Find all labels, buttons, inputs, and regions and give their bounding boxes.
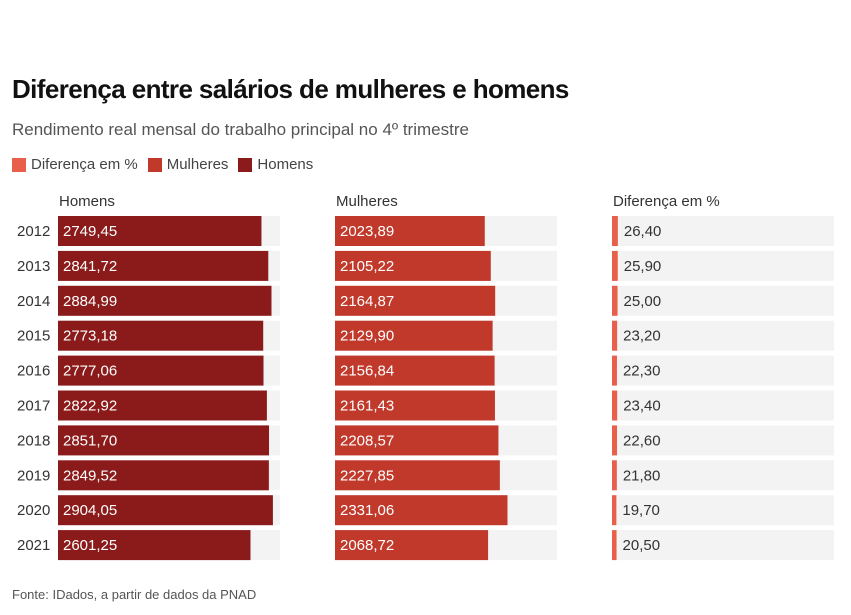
bar-track-diferenca-em-2017 <box>612 390 834 421</box>
bar-homens-2012 <box>58 216 262 246</box>
value-label-homens-2015: 2773,18 <box>63 328 117 345</box>
year-label-2014: 2014 <box>17 293 50 310</box>
value-label-homens-2021: 2601,25 <box>63 537 117 554</box>
value-label-diferenca-em-2018: 22,60 <box>623 432 661 449</box>
bar-track-diferenca-em-2015 <box>612 320 834 351</box>
value-label-diferenca-em-2016: 22,30 <box>623 363 661 380</box>
source-note: Fonte: IDados, a partir de dados da PNAD <box>12 587 257 602</box>
bar-diferenca-em-2015 <box>612 320 618 351</box>
value-label-mulheres-2021: 2068,72 <box>340 537 394 554</box>
bar-track-diferenca-em-2021 <box>612 530 834 561</box>
value-label-homens-2017: 2822,92 <box>63 398 117 415</box>
value-label-mulheres-2013: 2105,22 <box>340 258 394 275</box>
bar-diferenca-em-2014 <box>612 285 618 316</box>
year-label-2017: 2017 <box>17 398 50 415</box>
bar-diferenca-em-2020 <box>612 495 617 526</box>
bar-track-diferenca-em-2016 <box>612 355 834 386</box>
panel-header-mulheres: Mulheres <box>336 193 398 210</box>
value-label-diferenca-em-2013: 25,90 <box>624 258 662 275</box>
value-label-diferenca-em-2015: 23,20 <box>623 328 661 345</box>
value-label-diferenca-em-2014: 25,00 <box>624 293 662 310</box>
bar-track-diferenca-em-2014 <box>612 285 834 316</box>
bar-mulheres-2020 <box>335 495 508 526</box>
legend-item-homens: Homens <box>238 156 313 173</box>
value-label-homens-2018: 2851,70 <box>63 432 117 449</box>
bar-diferenca-em-2013 <box>612 250 618 281</box>
legend-label-homens: Homens <box>257 156 314 173</box>
value-label-diferenca-em-2020: 19,70 <box>622 502 660 519</box>
year-label-2015: 2015 <box>17 328 50 345</box>
value-label-mulheres-2012: 2023,89 <box>340 223 394 240</box>
bar-chart: Homens Mulheres Diferença em % 2012 2749,45 2… <box>17 193 834 561</box>
legend-item-mulheres: Mulheres <box>147 156 229 173</box>
legend-item-diferenca: Diferença em % <box>12 156 138 173</box>
legend-swatch-mulheres <box>147 157 162 172</box>
bar-mulheres-2017 <box>335 390 495 421</box>
value-label-diferenca-em-2021: 20,50 <box>623 537 661 554</box>
bar-homens-2016 <box>58 355 264 386</box>
bar-mulheres-2019 <box>335 460 500 491</box>
bar-homens-2020 <box>58 495 273 526</box>
bar-track-diferenca-em-2012 <box>612 216 834 246</box>
legend: Diferença em % Mulheres Homens <box>12 156 313 173</box>
bar-mulheres-2015 <box>335 320 493 351</box>
year-label-2019: 2019 <box>17 467 50 484</box>
bar-homens-2021 <box>58 530 251 561</box>
bar-mulheres-2018 <box>335 425 499 456</box>
bar-diferenca-em-2017 <box>612 390 618 421</box>
bar-track-diferenca-em-2018 <box>612 425 834 456</box>
legend-swatch-homens <box>238 157 253 172</box>
bar-track-diferenca-em-2013 <box>612 250 834 281</box>
year-label-2013: 2013 <box>17 258 50 275</box>
value-label-mulheres-2019: 2227,85 <box>340 467 394 484</box>
bar-mulheres-2012 <box>335 216 485 246</box>
bar-mulheres-2021 <box>335 530 489 561</box>
bar-homens-2013 <box>58 250 269 281</box>
legend-label-mulheres: Mulheres <box>166 156 229 173</box>
value-label-diferenca-em-2012: 26,40 <box>624 223 662 240</box>
bar-homens-2015 <box>58 320 264 351</box>
bar-track-diferenca-em-2020 <box>612 495 834 526</box>
bar-homens-2018 <box>58 425 270 456</box>
value-label-mulheres-2018: 2208,57 <box>340 432 394 449</box>
bar-mulheres-2016 <box>335 355 495 386</box>
bar-homens-2017 <box>58 390 267 421</box>
bar-homens-2019 <box>58 460 269 491</box>
value-label-mulheres-2016: 2156,84 <box>340 363 394 380</box>
value-label-mulheres-2015: 2129,90 <box>340 328 394 345</box>
value-label-diferenca-em-2019: 21,80 <box>623 467 661 484</box>
year-label-2012: 2012 <box>17 223 50 240</box>
value-label-homens-2014: 2884,99 <box>63 293 117 310</box>
bar-diferenca-em-2019 <box>612 460 617 491</box>
panel-header-homens: Homens <box>59 193 115 210</box>
bar-diferenca-em-2012 <box>612 216 618 246</box>
value-label-mulheres-2017: 2161,43 <box>340 398 394 415</box>
value-label-diferenca-em-2017: 23,40 <box>623 398 661 415</box>
value-label-homens-2020: 2904,05 <box>63 502 117 519</box>
bar-diferenca-em-2018 <box>612 425 618 456</box>
chart-title: Diferença entre salários de mulheres e h… <box>12 74 569 104</box>
bar-diferenca-em-2021 <box>612 530 617 561</box>
bar-mulheres-2013 <box>335 250 491 281</box>
value-label-homens-2019: 2849,52 <box>63 467 117 484</box>
value-label-homens-2012: 2749,45 <box>63 223 117 240</box>
year-label-2018: 2018 <box>17 432 50 449</box>
value-label-homens-2013: 2841,72 <box>63 258 117 275</box>
value-label-homens-2016: 2777,06 <box>63 363 117 380</box>
legend-swatch-diferenca <box>12 157 26 172</box>
year-label-2016: 2016 <box>17 363 50 380</box>
bar-mulheres-2014 <box>335 285 496 316</box>
legend-label-diferenca: Diferença em % <box>31 156 138 173</box>
panel-header-diferenca-em: Diferença em % <box>613 193 720 210</box>
bar-homens-2014 <box>58 285 272 316</box>
chart-subtitle: Rendimento real mensal do trabalho princ… <box>12 120 469 139</box>
bar-track-diferenca-em-2019 <box>612 460 834 491</box>
value-label-mulheres-2014: 2164,87 <box>340 293 394 310</box>
value-label-mulheres-2020: 2331,06 <box>340 502 394 519</box>
year-label-2021: 2021 <box>17 537 50 554</box>
year-label-2020: 2020 <box>17 502 50 519</box>
bar-diferenca-em-2016 <box>612 355 617 386</box>
